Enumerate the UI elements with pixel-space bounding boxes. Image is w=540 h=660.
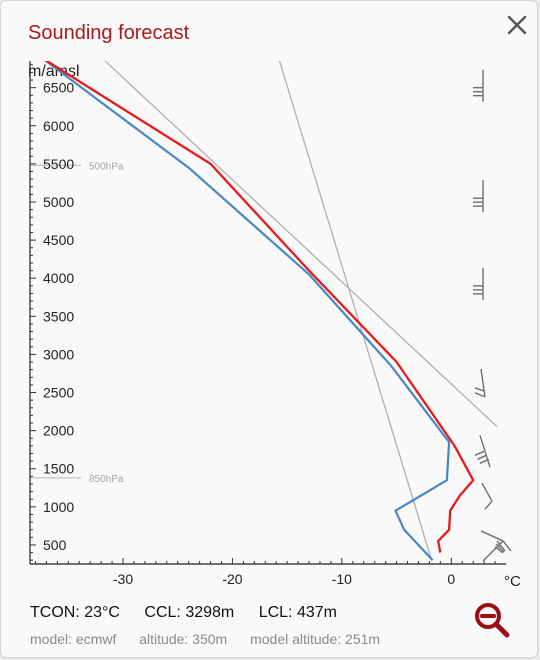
- y-tick-label: 5000: [43, 194, 74, 210]
- sounding-indices: TCON: 23°C CCL: 3298m LCL: 437m: [30, 604, 357, 622]
- wind-barb: [474, 435, 491, 468]
- close-icon[interactable]: [504, 12, 530, 38]
- model-altitude-value: model altitude: 251m: [250, 631, 381, 647]
- x-tick-label: -30: [113, 571, 133, 587]
- y-tick-label: 6500: [43, 80, 74, 96]
- pressure-level-label: 850hPa: [89, 474, 124, 485]
- altitude-value: altitude: 350m: [139, 631, 228, 647]
- y-tick-label: 2000: [43, 423, 74, 439]
- wind-barb: [480, 530, 512, 562]
- x-tick-label: -20: [222, 571, 242, 587]
- x-tick-label: 0: [447, 571, 455, 587]
- wind-barb: [473, 69, 484, 102]
- wind-barb: [481, 482, 493, 510]
- ccl-value: CCL: 3298m: [144, 604, 235, 621]
- wind-barb: [473, 267, 484, 300]
- tcon-value: TCON: 23°C: [30, 604, 120, 621]
- y-tick-label: 3500: [43, 308, 74, 324]
- model-info: model: ecmwf altitude: 350m model altitu…: [30, 631, 399, 647]
- x-axis-label: °C: [504, 573, 521, 590]
- y-tick-label: 500: [43, 537, 67, 553]
- lcl-value: LCL: 437m: [258, 604, 337, 621]
- y-tick-label: 3000: [43, 346, 74, 362]
- y-tick-label: 1500: [43, 461, 74, 477]
- dewpoint-line: [44, 61, 451, 561]
- wind-barb: [473, 180, 484, 213]
- y-tick-label: 4500: [43, 232, 74, 248]
- temperature-line: [44, 61, 475, 553]
- model-name: model: ecmwf: [30, 631, 117, 647]
- reference-line: [104, 61, 498, 428]
- y-tick-label: 1000: [43, 499, 74, 515]
- reference-line: [278, 61, 433, 561]
- y-tick-label: 4000: [43, 270, 74, 286]
- y-tick-label: 6000: [43, 118, 74, 134]
- pressure-level-label: 500hPa: [89, 161, 124, 172]
- wind-barb: [474, 368, 486, 398]
- y-tick-label: 2500: [43, 385, 74, 401]
- zoom-out-icon[interactable]: [473, 601, 511, 639]
- sounding-chart: 500hPa 850hPa 500 1000 1500 2000 2500 3000 3500 4…: [28, 61, 521, 590]
- x-tick-label: -10: [332, 571, 352, 587]
- panel-title: Sounding forecast: [28, 22, 190, 44]
- y-tick-label: 5500: [43, 156, 74, 172]
